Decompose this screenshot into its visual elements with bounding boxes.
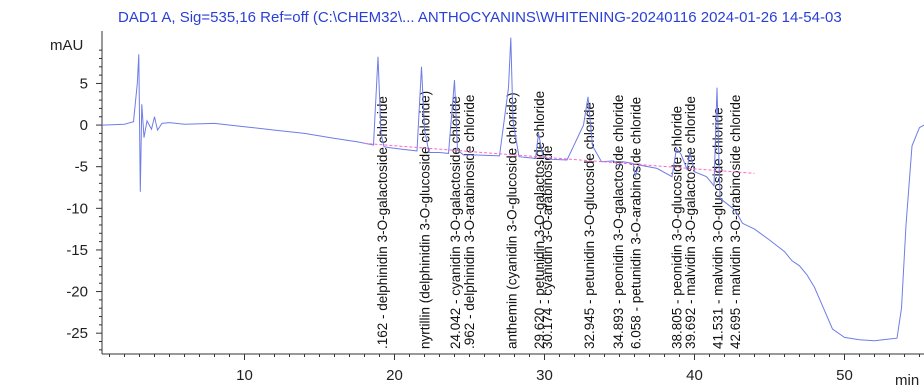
y-tick-label: 5 [80, 75, 88, 92]
peak-label: 41.531 - malvidin 3-O-glucoside chloride [710, 107, 725, 349]
y-tick-label: 0 [80, 117, 88, 134]
y-tick-label: -15 [66, 242, 88, 259]
x-tick-label: 50 [836, 367, 853, 384]
y-tick-label: -10 [66, 200, 88, 217]
x-tick-label: 20 [386, 367, 403, 384]
integration-baseline [364, 142, 755, 174]
x-tick-label: 40 [686, 367, 703, 384]
y-axis-unit-label: mAU [50, 37, 83, 54]
y-tick-label: -5 [75, 159, 88, 176]
peak-label: 6.058 - petunidin 3-O-arabinoside chlori… [628, 97, 643, 349]
y-tick-label: -25 [66, 325, 88, 342]
peak-label: 24.042 - cyanidin 3-O-galactoside chlori… [448, 96, 463, 349]
peak-label: 39.692 - malvidin 3-O-galactoside chlori… [683, 96, 698, 349]
y-tick-label: -20 [66, 284, 88, 301]
peak-label: 34.893 - peonidin 3-O-galactoside chlori… [611, 95, 626, 349]
x-tick-label: 10 [236, 367, 253, 384]
peak-label: .962 - delphinidin 3-O-arabinoside chlor… [462, 95, 477, 349]
x-tick-label: 30 [536, 367, 553, 384]
peak-label: .162 - delphinidin 3-O-galactoside chlor… [375, 96, 390, 349]
peak-label: 32.945 - petunidin 3-O-glucoside chlorid… [582, 102, 597, 349]
peak-label: 30.174 - cyanidin 3-O-arabinoside [540, 146, 555, 349]
signal-trace [101, 37, 924, 342]
peak-label: nyrtillin (delphinidin 3-O-glucoside chl… [418, 91, 433, 349]
chart-title: DAD1 A, Sig=535,16 Ref=off (C:\CHEM32\..… [118, 9, 842, 26]
peak-label: 42.695 - malvidin 3-O-arabinoside chlori… [728, 95, 743, 349]
peak-labels: .162 - delphinidin 3-O-galactoside chlor… [375, 91, 743, 349]
peak-label: anthemin (cyanidin 3-O-glucoside chlorid… [505, 92, 520, 349]
x-axis-unit-label: min [895, 372, 919, 389]
plot-area [101, 37, 924, 342]
